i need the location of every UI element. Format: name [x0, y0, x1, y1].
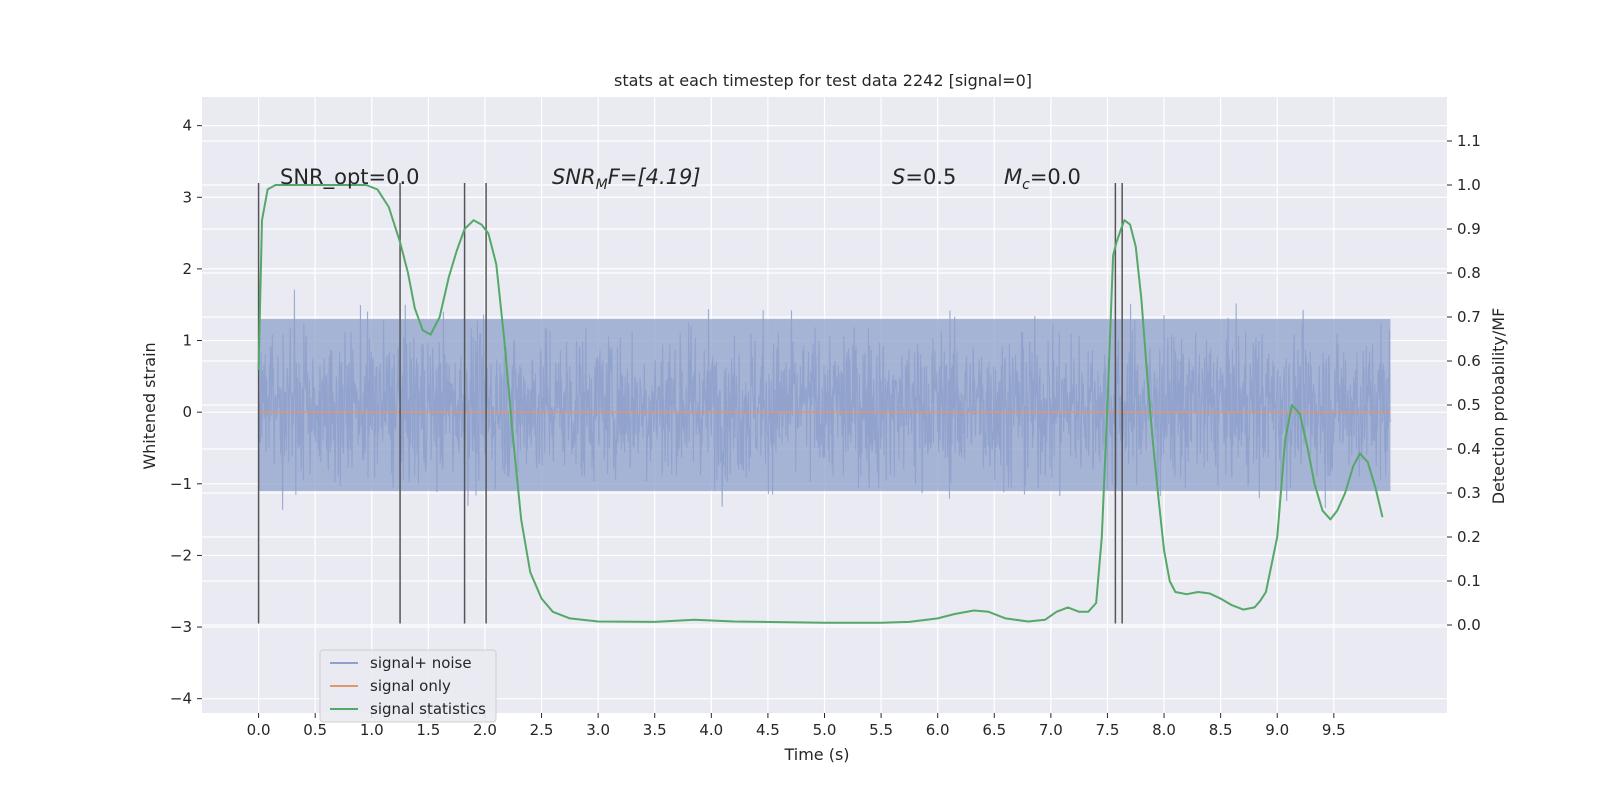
annotation-s-value: =0.5 [905, 165, 956, 189]
y2-tick-label: 0.0 [1457, 616, 1481, 634]
annotation-s-name: S [892, 165, 905, 189]
x-tick-label: 2.5 [530, 721, 554, 739]
x-tick-label: 8.5 [1209, 721, 1233, 739]
y2-tick-label: 0.7 [1457, 308, 1481, 326]
x-tick-label: 8.0 [1152, 721, 1176, 739]
x-tick-label: 1.0 [360, 721, 384, 739]
x-tick-label: 9.5 [1322, 721, 1346, 739]
y2-tick-label: 0.6 [1457, 352, 1481, 370]
x-tick-label: 0.0 [247, 721, 271, 739]
x-axis-label: Time (s) [783, 745, 849, 764]
legend-label-signal-only: signal only [370, 677, 451, 695]
y-tick-label: −3 [170, 618, 192, 636]
chart-title: stats at each timestep for test data 224… [614, 71, 1032, 90]
y-tick-label: −4 [170, 690, 192, 708]
annotation-s: S=0.5 [892, 165, 956, 189]
x-tick-label: 5.5 [869, 721, 893, 739]
x-tick-label: 0.5 [303, 721, 327, 739]
x-tick-label: 4.0 [699, 721, 723, 739]
x-tick-label: 6.5 [982, 721, 1006, 739]
series-signal-statistics-line [257, 184, 1384, 624]
x-tick-label: 7.5 [1096, 721, 1120, 739]
x-tick-label: 3.0 [586, 721, 610, 739]
annotation-snr-mf-rest: F=[4.19] [608, 165, 701, 189]
y2-tick-label: 0.3 [1457, 484, 1481, 502]
x-tick-label: 2.0 [473, 721, 497, 739]
y2-tick-label: 1.0 [1457, 176, 1481, 194]
x-tick-label: 7.0 [1039, 721, 1063, 739]
y2-tick-label: 0.9 [1457, 220, 1481, 238]
x-tick-label: 6.0 [926, 721, 950, 739]
y2-tick-label: 0.5 [1457, 396, 1481, 414]
annotation-mc-value: =0.0 [1030, 165, 1081, 189]
annotation-mc: Mc=0.0 [1004, 165, 1081, 193]
y2-tick-label: 1.1 [1457, 132, 1481, 150]
y-tick-label: 1 [182, 332, 192, 350]
x-tick-label: 4.5 [756, 721, 780, 739]
y-tick-label: −1 [170, 475, 192, 493]
y-axis-label: Whitened strain [140, 342, 159, 469]
legend: signal+ noise signal only signal statist… [319, 649, 497, 723]
annotation-snr-mf-sub: M [596, 177, 608, 193]
annotation-snr-mf-name: SNR [552, 165, 596, 189]
annotation-snr-opt: SNR_opt=0.0 [280, 165, 420, 190]
annotation-mc-name: M [1004, 165, 1022, 189]
x-tick-label: 1.5 [416, 721, 440, 739]
y2-axis-label: Detection probability/MF [1489, 308, 1508, 505]
legend-label-signal-noise: signal+ noise [370, 654, 472, 672]
y2-tick-label: 0.1 [1457, 572, 1481, 590]
annotation-mc-sub: c [1022, 177, 1030, 193]
y-tick-label: 4 [182, 117, 192, 135]
y2-tick-label: 0.2 [1457, 528, 1481, 546]
x-tick-label: 5.0 [813, 721, 837, 739]
legend-box [319, 649, 497, 723]
y2-tick-label: 0.8 [1457, 264, 1481, 282]
y-tick-label: 2 [182, 260, 192, 278]
legend-label-signal-statistics: signal statistics [370, 700, 486, 718]
annotation-snr-mf: SNRMF=[4.19] [552, 165, 701, 193]
y-tick-label: 3 [182, 188, 192, 206]
plot-area: 0.0 0.5 1.0 1.5 2.0 2.5 3.0 3.5 4.0 4.5 5.0 5.5 6.0 6… [170, 97, 1481, 739]
y-tick-label: −2 [170, 546, 192, 564]
x-tick-label: 9.0 [1265, 721, 1289, 739]
y-tick-label: 0 [182, 403, 192, 421]
series-signal-noise-core [258, 319, 1391, 491]
y2-tick-label: 0.4 [1457, 440, 1481, 458]
x-tick-label: 3.5 [643, 721, 667, 739]
